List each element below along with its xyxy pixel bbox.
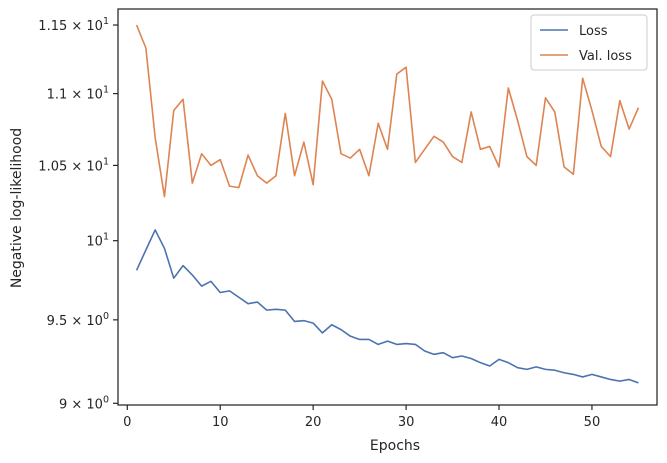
- y-axis-ticks: 9 × 100 9.5 × 100 101 1.05 × 101 1.1 × 101 1.…: [38, 16, 118, 412]
- y-tick-label: 9 × 100: [59, 394, 109, 412]
- series-line-loss: [135, 229, 639, 384]
- y-tick-label: 101: [86, 232, 109, 250]
- y-tick-label: 1.15 × 101: [38, 16, 109, 34]
- series-line-val-loss: [135, 24, 640, 198]
- x-axis-ticks: 0 10 20 30 40 50: [123, 405, 600, 430]
- y-tick-label: 1.1 × 101: [47, 85, 109, 103]
- x-tick-label: 30: [398, 415, 415, 430]
- legend-box: [530, 14, 648, 71]
- legend-label-val-loss: Val. loss: [579, 49, 632, 64]
- x-axis-label: Epochs: [370, 438, 420, 454]
- x-tick-label: 40: [491, 415, 508, 430]
- x-tick-label: 0: [123, 415, 131, 430]
- x-tick-label: 20: [305, 415, 322, 430]
- legend-label-loss: Loss: [579, 24, 608, 39]
- plot-lines: [135, 24, 640, 384]
- y-tick-label: 1.05 × 101: [38, 156, 109, 174]
- y-axis-label: Negative log-likelihood: [9, 128, 25, 288]
- y-tick-label: 9.5 × 100: [47, 311, 109, 329]
- x-tick-label: 50: [584, 415, 601, 430]
- x-tick-label: 10: [212, 415, 229, 430]
- plot-frame: [117, 8, 658, 406]
- legend: Loss Val. loss: [530, 14, 648, 71]
